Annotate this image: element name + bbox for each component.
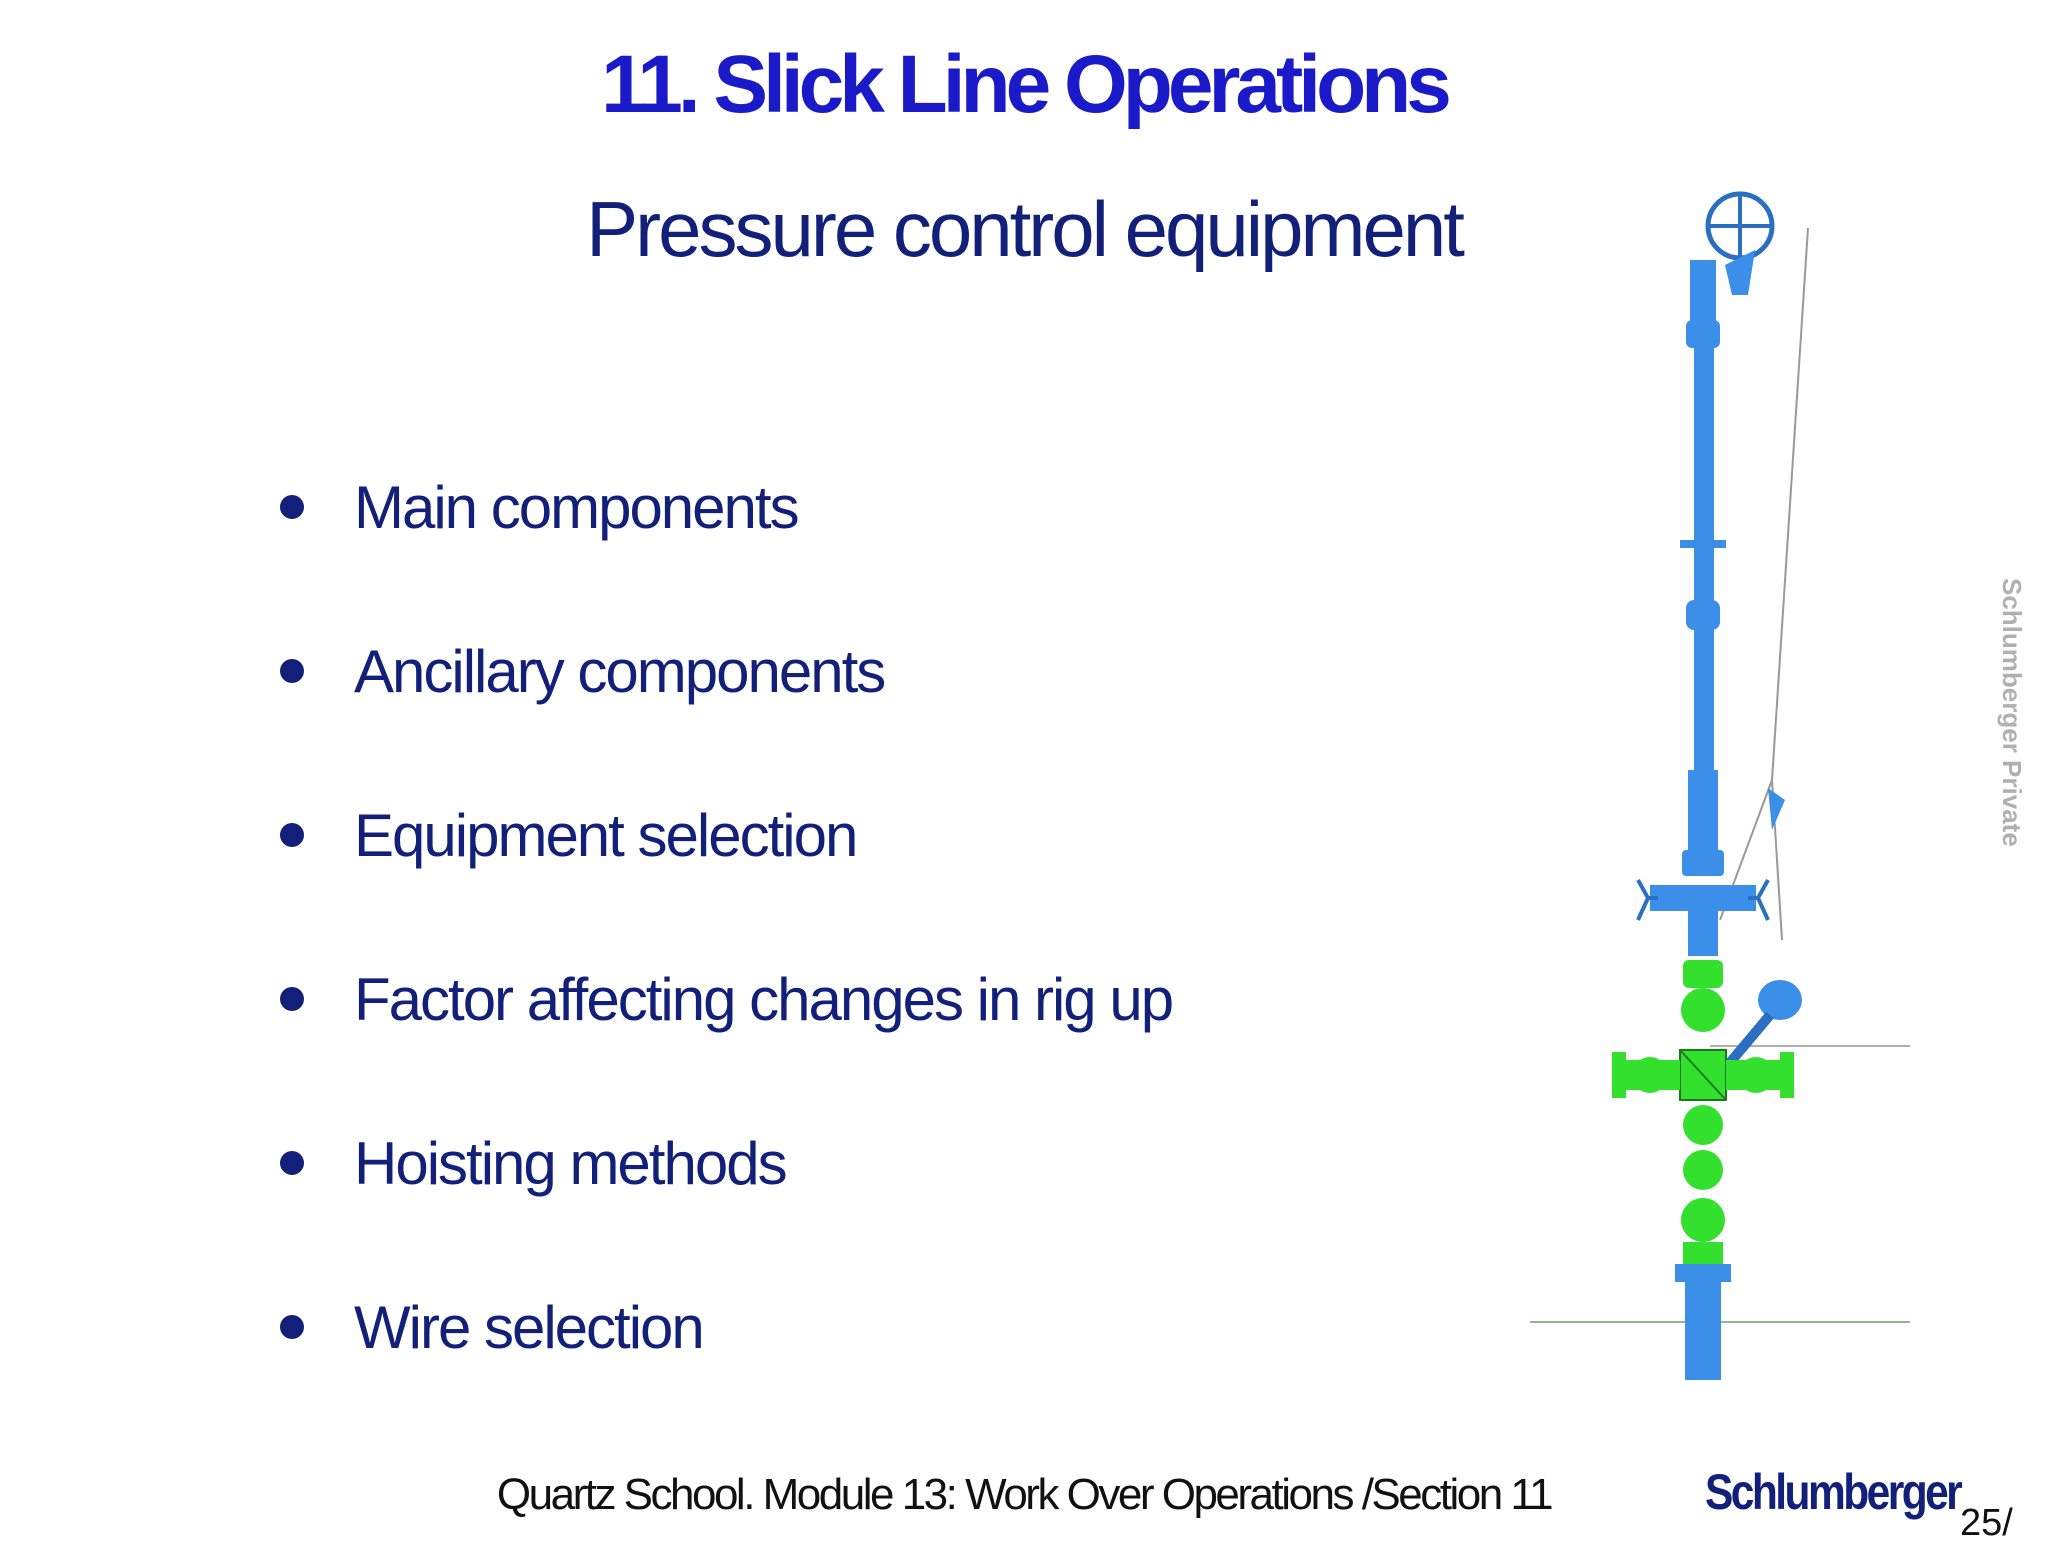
watermark-text: Schlumberger Private <box>1997 578 2027 847</box>
bullet-item: Ancillary components <box>280 589 1172 753</box>
bullet-dot-icon <box>280 1315 304 1339</box>
bullet-dot-icon <box>280 987 304 1011</box>
bullet-item: Hoisting methods <box>280 1081 1172 1245</box>
slide-subtitle: Pressure control equipment <box>586 185 1465 273</box>
footer-text: Quartz School. Module 13: Work Over Oper… <box>496 1470 1554 1519</box>
bullet-list: Main components Ancillary components Equ… <box>280 425 1174 1409</box>
schlumberger-logo: Schlumberger <box>1705 1464 1963 1520</box>
slide-title: 11. Slick Line Operations <box>601 39 1452 130</box>
bullet-text: Factor affecting changes in rig up <box>354 965 1174 1033</box>
bullet-text: Main components <box>354 473 800 541</box>
bullet-dot-icon <box>280 1151 304 1175</box>
page-number: 25/ <box>1960 1502 2013 1544</box>
bullet-item: Main components <box>280 425 1172 589</box>
bullet-dot-icon <box>280 659 304 683</box>
bullet-item: Wire selection <box>280 1245 1172 1409</box>
bullet-dot-icon <box>280 823 304 847</box>
bullet-dot-icon <box>280 495 304 519</box>
bullet-text: Ancillary components <box>354 637 886 705</box>
pressure-control-equipment-illustration <box>1530 191 1910 1380</box>
bullet-text: Hoisting methods <box>354 1129 788 1197</box>
bullet-item: Equipment selection <box>280 753 1172 917</box>
bullet-text: Wire selection <box>354 1293 705 1361</box>
bullet-item: Factor affecting changes in rig up <box>280 917 1174 1081</box>
bullet-text: Equipment selection <box>354 801 858 869</box>
